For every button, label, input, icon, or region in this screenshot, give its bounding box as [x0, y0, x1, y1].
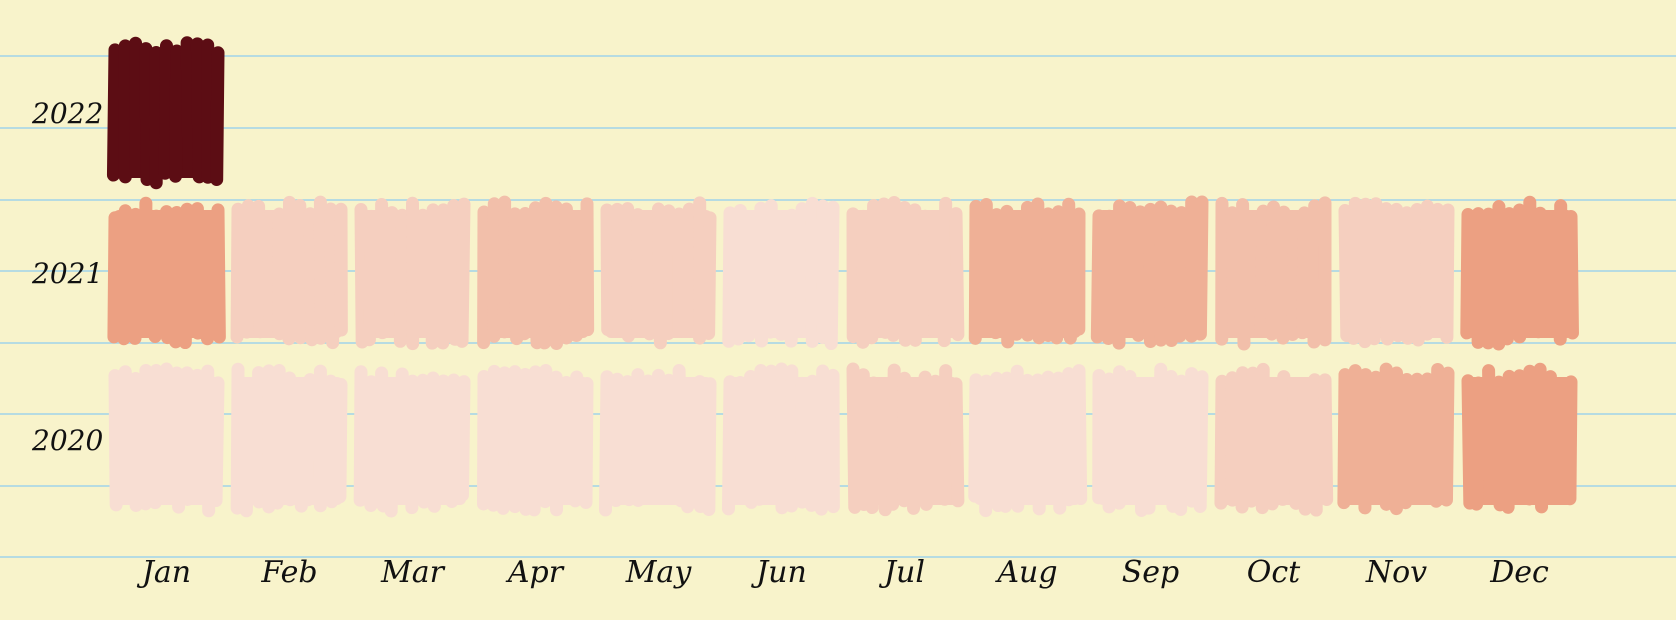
heatmap-cell-2020-Jul [846, 362, 965, 517]
heatmap-cell-2021-Oct [1215, 196, 1332, 351]
heatmap-cell-2020-Oct [1214, 362, 1334, 517]
x-label-feb: Feb [260, 555, 317, 590]
heatmap-cell-2021-Mar [354, 196, 471, 351]
x-label-may: May [625, 555, 693, 590]
x-label-oct: Oct [1247, 555, 1301, 590]
heatmap-cell-2021-Nov [1338, 196, 1455, 349]
heatmap-cell-2020-Sep [1092, 362, 1209, 517]
y-label-2022: 2022 [31, 97, 103, 130]
heatmap-cell-2020-Jun [721, 362, 840, 516]
x-axis-labels: Jan Feb Mar Apr May Jun Jul Aug Sep Oct Nov Dec [136, 555, 1549, 590]
x-label-jul: Jul [878, 555, 925, 590]
heatmap-cell-2021-Apr [477, 195, 595, 351]
heatmap-cell-2021-Aug [968, 197, 1086, 349]
heatmap-cells [106, 36, 1579, 518]
heatmap-cell-2021-Dec [1460, 195, 1579, 351]
heatmap-cell-2020-Apr [477, 364, 594, 517]
x-label-aug: Aug [994, 555, 1057, 590]
heatmap-cell-2020-Nov [1337, 362, 1455, 516]
heatmap-cell-2020-Mar [353, 365, 471, 518]
y-label-2020: 2020 [31, 424, 103, 457]
heatmap-cell-2021-Jun [722, 196, 840, 351]
heatmap-cell-2021-Feb [230, 195, 348, 350]
heatmap-cell-2021-Sep [1090, 195, 1209, 350]
heatmap-cell-2020-May [598, 364, 717, 517]
heatmap-cell-2020-Dec [1461, 362, 1578, 514]
heatmap-cell-2022-Jan [106, 36, 225, 190]
x-label-apr: Apr [505, 555, 565, 590]
x-label-jan: Jan [136, 555, 191, 590]
heatmap-cell-2021-Jul [846, 195, 965, 349]
y-axis-labels: 2022 2021 2020 [31, 97, 103, 457]
heatmap-cell-2020-Aug [968, 364, 1088, 518]
x-label-sep: Sep [1122, 555, 1180, 590]
y-label-2021: 2021 [31, 257, 103, 290]
heatmap-cell-2020-Feb [230, 362, 348, 518]
heatmap-cell-2020-Jan [108, 362, 225, 518]
heatmap-cell-2021-Jan [107, 196, 226, 350]
x-label-dec: Dec [1489, 555, 1549, 590]
x-label-jun: Jun [750, 555, 807, 590]
heatmap-cell-2021-May [600, 196, 717, 350]
x-label-nov: Nov [1365, 555, 1427, 590]
x-label-mar: Mar [380, 555, 446, 590]
